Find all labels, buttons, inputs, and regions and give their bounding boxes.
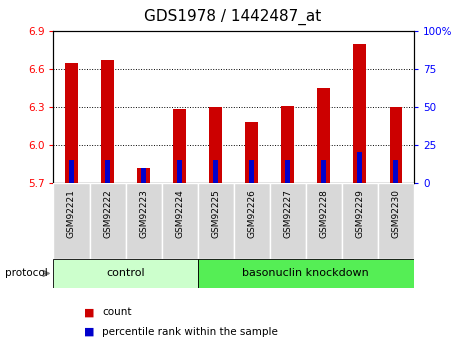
Text: GDS1978 / 1442487_at: GDS1978 / 1442487_at xyxy=(144,9,321,25)
Bar xyxy=(173,109,186,183)
Text: ■: ■ xyxy=(84,307,94,317)
FancyBboxPatch shape xyxy=(342,183,378,259)
Bar xyxy=(249,160,254,183)
Text: GSM92227: GSM92227 xyxy=(283,189,292,238)
Bar xyxy=(105,160,110,183)
Text: GSM92225: GSM92225 xyxy=(211,189,220,238)
FancyBboxPatch shape xyxy=(234,183,270,259)
Text: GSM92223: GSM92223 xyxy=(139,189,148,238)
Bar xyxy=(137,168,150,183)
Bar xyxy=(358,152,362,183)
FancyBboxPatch shape xyxy=(89,183,126,259)
Bar xyxy=(393,160,398,183)
Bar xyxy=(69,160,74,183)
FancyBboxPatch shape xyxy=(126,183,162,259)
Text: percentile rank within the sample: percentile rank within the sample xyxy=(102,327,278,337)
Text: GSM92221: GSM92221 xyxy=(67,189,76,238)
Bar xyxy=(318,88,330,183)
FancyBboxPatch shape xyxy=(162,183,198,259)
FancyBboxPatch shape xyxy=(198,183,234,259)
Text: GSM92229: GSM92229 xyxy=(355,189,364,238)
Text: protocol: protocol xyxy=(5,268,47,278)
FancyBboxPatch shape xyxy=(198,259,414,288)
FancyBboxPatch shape xyxy=(306,183,342,259)
FancyBboxPatch shape xyxy=(270,183,306,259)
Bar xyxy=(65,63,78,183)
Text: GSM92228: GSM92228 xyxy=(319,189,328,238)
Bar xyxy=(390,107,402,183)
FancyBboxPatch shape xyxy=(53,183,89,259)
FancyBboxPatch shape xyxy=(53,259,198,288)
Text: control: control xyxy=(106,268,145,278)
Bar xyxy=(286,160,290,183)
Bar xyxy=(281,106,294,183)
Text: GSM92230: GSM92230 xyxy=(392,189,400,238)
Text: GSM92222: GSM92222 xyxy=(103,189,112,238)
Text: basonuclin knockdown: basonuclin knockdown xyxy=(242,268,369,278)
Text: count: count xyxy=(102,307,132,317)
Bar xyxy=(101,60,114,183)
Bar xyxy=(141,168,146,183)
Bar xyxy=(321,160,326,183)
Bar xyxy=(213,160,218,183)
Bar xyxy=(246,122,258,183)
Bar xyxy=(353,44,366,183)
Text: ■: ■ xyxy=(84,327,94,337)
Bar xyxy=(177,160,182,183)
Bar xyxy=(209,107,222,183)
FancyBboxPatch shape xyxy=(378,183,414,259)
Text: GSM92226: GSM92226 xyxy=(247,189,256,238)
Text: GSM92224: GSM92224 xyxy=(175,189,184,238)
